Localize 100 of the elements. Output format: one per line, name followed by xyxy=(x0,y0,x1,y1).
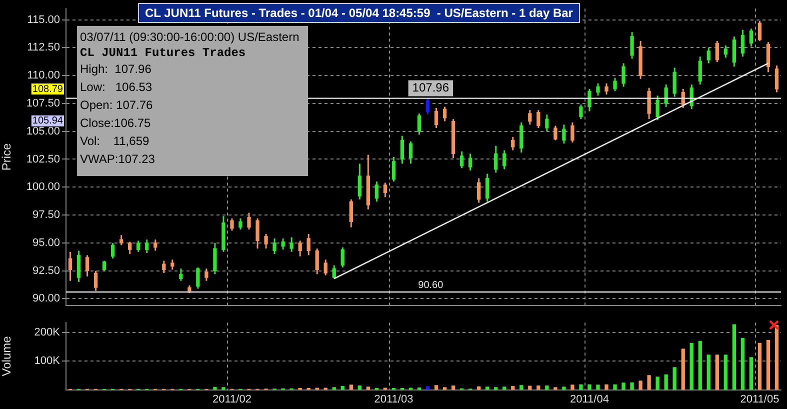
y-axis-title: Price xyxy=(0,143,14,171)
bar xyxy=(349,384,353,390)
candlestick xyxy=(332,264,336,280)
candlestick xyxy=(145,238,149,254)
candlestick xyxy=(613,77,617,92)
candlestick xyxy=(120,234,124,246)
bar xyxy=(613,384,617,390)
candlestick xyxy=(706,46,710,64)
candlestick xyxy=(596,82,600,96)
y-tick-label: 200K xyxy=(34,326,61,339)
bar xyxy=(213,386,217,390)
candlestick xyxy=(554,125,558,142)
candlestick xyxy=(426,98,430,116)
x-tick-label: 2011/03 xyxy=(374,393,414,406)
candlestick xyxy=(196,266,200,290)
candlestick xyxy=(324,258,328,276)
x-tick-label: 2011/02 xyxy=(212,393,252,406)
candlestick xyxy=(102,260,106,272)
x-tick-label: 2011/04 xyxy=(570,393,609,406)
bar xyxy=(664,374,668,390)
candlestick xyxy=(68,251,72,282)
chart-title: CL JUN11 Futures - Trades - 01/04 - 05/04 18:45:59 - US/Eastern - 1 day Bar xyxy=(138,3,580,23)
candlestick xyxy=(264,233,268,250)
bar xyxy=(426,386,430,390)
y-tick-label: 115.00 xyxy=(27,14,60,26)
y-tick-label: 90.00 xyxy=(32,292,60,305)
candlestick xyxy=(76,250,81,283)
bar xyxy=(579,384,583,390)
annotation: Low: 106.53 xyxy=(80,79,154,96)
candlestick xyxy=(766,41,770,73)
bar xyxy=(766,340,770,390)
bar xyxy=(494,387,498,390)
candlestick xyxy=(672,66,676,98)
candlestick xyxy=(417,112,422,136)
annotation: VWAP:107.23 xyxy=(80,151,156,168)
ref-line-label: 107.96 xyxy=(412,80,450,95)
bar xyxy=(588,384,592,390)
bar xyxy=(690,342,694,390)
candlestick xyxy=(604,82,608,96)
bar xyxy=(562,386,566,390)
y-tick-label: 110.00 xyxy=(27,70,60,82)
bar xyxy=(758,342,762,390)
y-tick-label: 102.50 xyxy=(26,153,60,166)
y-tick-label: 107.50 xyxy=(26,97,60,110)
y-tick-label: 92.50 xyxy=(32,264,60,277)
candlestick xyxy=(774,64,779,94)
candlestick xyxy=(213,242,217,275)
candlestick xyxy=(740,29,745,58)
annotation: Close:106.75 xyxy=(80,115,152,132)
x-tick-label: 2011/05 xyxy=(740,393,780,406)
y-tick-label: 105.00 xyxy=(26,125,60,138)
candlestick xyxy=(758,20,762,42)
candlestick xyxy=(238,218,242,230)
candlestick xyxy=(230,218,234,232)
ref-line-label: 90.60 xyxy=(418,280,444,291)
bar xyxy=(698,340,702,390)
candlestick xyxy=(749,28,754,48)
candlestick xyxy=(528,109,532,126)
candlestick xyxy=(179,268,183,282)
candlestick xyxy=(290,236,294,253)
candlestick xyxy=(94,270,98,292)
candlestick xyxy=(128,241,132,255)
candlestick xyxy=(298,240,302,258)
bar xyxy=(715,354,719,390)
candlestick xyxy=(520,122,524,154)
annotation: 03/07/11 (09:30:00-16:00:00) US/Eastern xyxy=(80,29,300,46)
candlestick xyxy=(502,150,506,170)
candlestick xyxy=(442,106,447,122)
candlestick xyxy=(110,242,115,260)
candlestick xyxy=(698,56,702,86)
bar xyxy=(630,382,634,390)
candlestick xyxy=(647,87,651,120)
candlestick xyxy=(272,238,276,255)
y-tick-label: 112.50 xyxy=(27,42,60,54)
annotation: Vol: 11,659 xyxy=(80,133,150,150)
y-tick-label: 97.50 xyxy=(32,209,60,222)
candlestick xyxy=(281,238,285,250)
annotation: Open: 107.76 xyxy=(80,97,154,114)
annotation: CL JUN11 Futures Trades xyxy=(80,46,247,60)
candlestick xyxy=(162,260,166,274)
bar xyxy=(604,384,608,390)
candlestick xyxy=(732,36,736,68)
candlestick xyxy=(170,258,174,270)
candlestick xyxy=(656,94,660,121)
candlestick xyxy=(358,162,362,200)
candlestick xyxy=(630,31,634,60)
y-tick-label: 100K xyxy=(34,355,61,368)
candlestick xyxy=(383,182,388,198)
candlestick xyxy=(434,107,438,129)
candlestick xyxy=(400,135,404,164)
candlestick xyxy=(486,172,490,202)
candlestick xyxy=(724,44,728,58)
bar xyxy=(622,382,626,390)
bar xyxy=(332,387,336,390)
bar xyxy=(434,385,438,390)
candlestick xyxy=(374,180,379,202)
candlestick xyxy=(340,246,344,268)
bar xyxy=(749,357,754,390)
candlestick xyxy=(247,212,251,230)
bar xyxy=(596,384,600,390)
